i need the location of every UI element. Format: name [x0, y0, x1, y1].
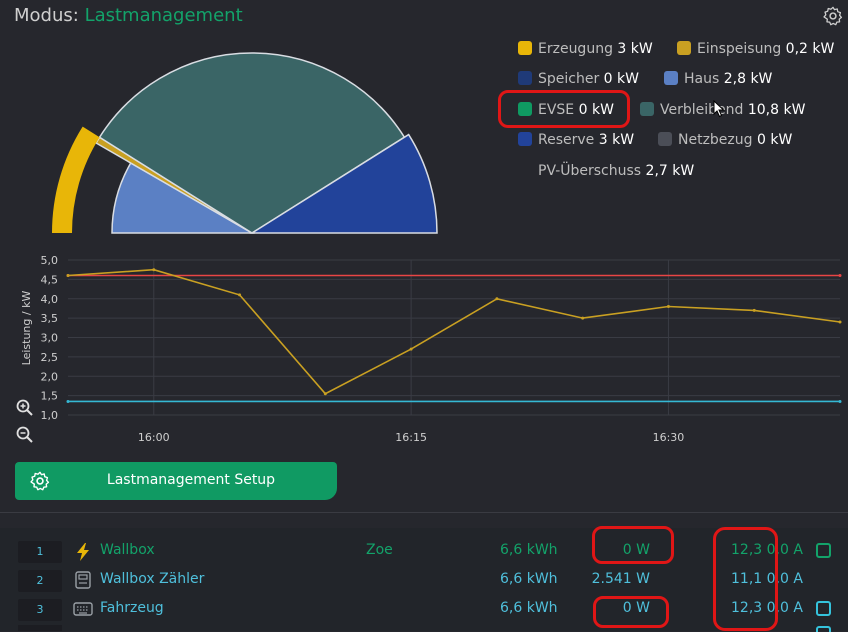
gear-icon[interactable]: [822, 5, 844, 27]
legend-item-evse: EVSE 0 kW: [518, 102, 614, 118]
row-power: 0 W: [622, 542, 650, 558]
legend-swatch: [518, 41, 532, 55]
row-power: 0 W: [622, 600, 650, 616]
row-number: 3: [18, 599, 62, 621]
data-point: [66, 274, 70, 277]
row-energy: 6,6 kWh: [500, 542, 558, 558]
data-point: [495, 297, 499, 301]
lastmanagement-setup-button[interactable]: Lastmanagement Setup: [15, 462, 337, 500]
row-checkbox[interactable]: [816, 626, 831, 632]
row-vehicle: Zoe: [366, 542, 393, 558]
lightning-icon: [77, 543, 89, 561]
data-point: [752, 308, 756, 312]
list-item[interactable]: 2 Wallbox Zähler 6,6 kWh 2.541 W 11,1 0,…: [0, 567, 848, 595]
mode-title: Modus: Lastmanagement: [14, 5, 243, 26]
power-gauge: [52, 52, 438, 234]
data-point: [323, 392, 327, 396]
data-point: [66, 399, 70, 403]
x-tick-label: 16:30: [653, 431, 685, 444]
legend-item-erzeugung: Erzeugung 3 kW: [518, 41, 653, 57]
data-point: [838, 320, 842, 324]
row-name[interactable]: Wallbox: [100, 542, 155, 558]
y-tick-label: 5,0: [41, 254, 59, 267]
mode-label: Modus:: [14, 5, 79, 26]
y-tick-label: 3,0: [41, 332, 59, 345]
y-tick-label: 4,0: [41, 293, 59, 306]
row-number: 1: [18, 541, 62, 563]
row-checkbox[interactable]: [816, 601, 831, 616]
gauge-slice-reserve: [249, 133, 438, 234]
y-tick-label: 2,0: [41, 370, 59, 383]
annotation-highlight: [592, 526, 674, 564]
mode-value: Lastmanagement: [84, 5, 243, 26]
legend-swatch: [518, 132, 532, 146]
data-point: [581, 316, 585, 320]
power-line-chart: 5,0 4,5 4,0 3,5 3,0 2,5 2,0 1,5 1,0 16:00 16:15 16…: [20, 254, 842, 444]
legend-item-pv-surplus: PV-Überschuss 2,7 kW: [538, 163, 695, 179]
divider: [0, 512, 848, 513]
annotation-highlight: [713, 527, 778, 631]
zoom-in-icon[interactable]: [15, 398, 35, 418]
row-energy: 6,6 kWh: [500, 600, 558, 616]
annotation-highlight: [498, 90, 630, 128]
annotation-highlight: [593, 596, 669, 628]
legend-swatch: [658, 132, 672, 146]
y-tick-label: 2,5: [41, 351, 59, 364]
gauge-ring-erzeugung: [52, 126, 100, 233]
row-number: [18, 625, 62, 631]
mouse-cursor-icon: [713, 100, 725, 118]
gauge-slice-verbleibend: [98, 52, 406, 234]
legend-swatch: [664, 71, 678, 85]
keyboard-icon: [73, 602, 93, 616]
row-name[interactable]: Wallbox Zähler: [100, 571, 205, 587]
data-point: [666, 305, 670, 308]
data-point: [238, 293, 242, 297]
meter-icon: [75, 571, 91, 589]
y-tick-label: 1,5: [41, 390, 59, 403]
row-amps: 11,1 0,0 A: [731, 571, 803, 587]
legend-swatch: [518, 102, 532, 116]
setup-button-label: Lastmanagement Setup: [106, 472, 276, 488]
row-number: 2: [18, 570, 62, 592]
y-tick-label: 3,5: [41, 312, 59, 325]
x-tick-label: 16:15: [395, 431, 427, 444]
row-amps: 12,3 0,0 A: [731, 542, 803, 558]
legend-item-netzbezug: Netzbezug 0 kW: [658, 132, 792, 148]
legend-swatch: [518, 71, 532, 85]
device-list: 1 Wallbox Zoe 6,6 kWh 0 W 12,3 0,0 A 2 W…: [0, 528, 848, 632]
legend-item-einspeisung: Einspeisung 0,2 kW: [677, 41, 834, 57]
data-point: [409, 347, 413, 351]
y-tick-label: 1,0: [41, 409, 59, 422]
list-item[interactable]: 1 Wallbox Zoe 6,6 kWh 0 W 12,3 0,0 A: [0, 538, 848, 566]
x-tick-label: 16:00: [138, 431, 170, 444]
data-point: [838, 399, 842, 403]
series-line-1: [67, 268, 841, 395]
legend-item-haus: Haus 2,8 kW: [664, 71, 772, 87]
y-axis-label: Leistung / kW: [20, 291, 33, 366]
legend-item-speicher: Speicher 0 kW: [518, 71, 639, 87]
zoom-out-icon[interactable]: [15, 425, 35, 445]
row-name[interactable]: Fahrzeug: [100, 600, 164, 616]
legend-item-reserve: Reserve 3 kW: [518, 132, 634, 148]
row-checkbox[interactable]: [816, 543, 831, 558]
list-item[interactable]: 3 Fahrzeug 6,6 kWh 0 W 12,3 0,0 A: [0, 596, 848, 624]
data-point: [152, 268, 156, 272]
legend-swatch: [640, 102, 654, 116]
row-amps: 12,3 0,0 A: [731, 600, 803, 616]
row-energy: 6,6 kWh: [500, 571, 558, 587]
row-power: 2.541 W: [591, 571, 650, 587]
legend-item-verbleibend: Verbleibend 10,8 kW: [640, 102, 805, 118]
gear-icon: [30, 471, 50, 491]
y-tick-label: 4,5: [41, 273, 59, 286]
legend-swatch: [677, 41, 691, 55]
data-point: [838, 274, 842, 277]
